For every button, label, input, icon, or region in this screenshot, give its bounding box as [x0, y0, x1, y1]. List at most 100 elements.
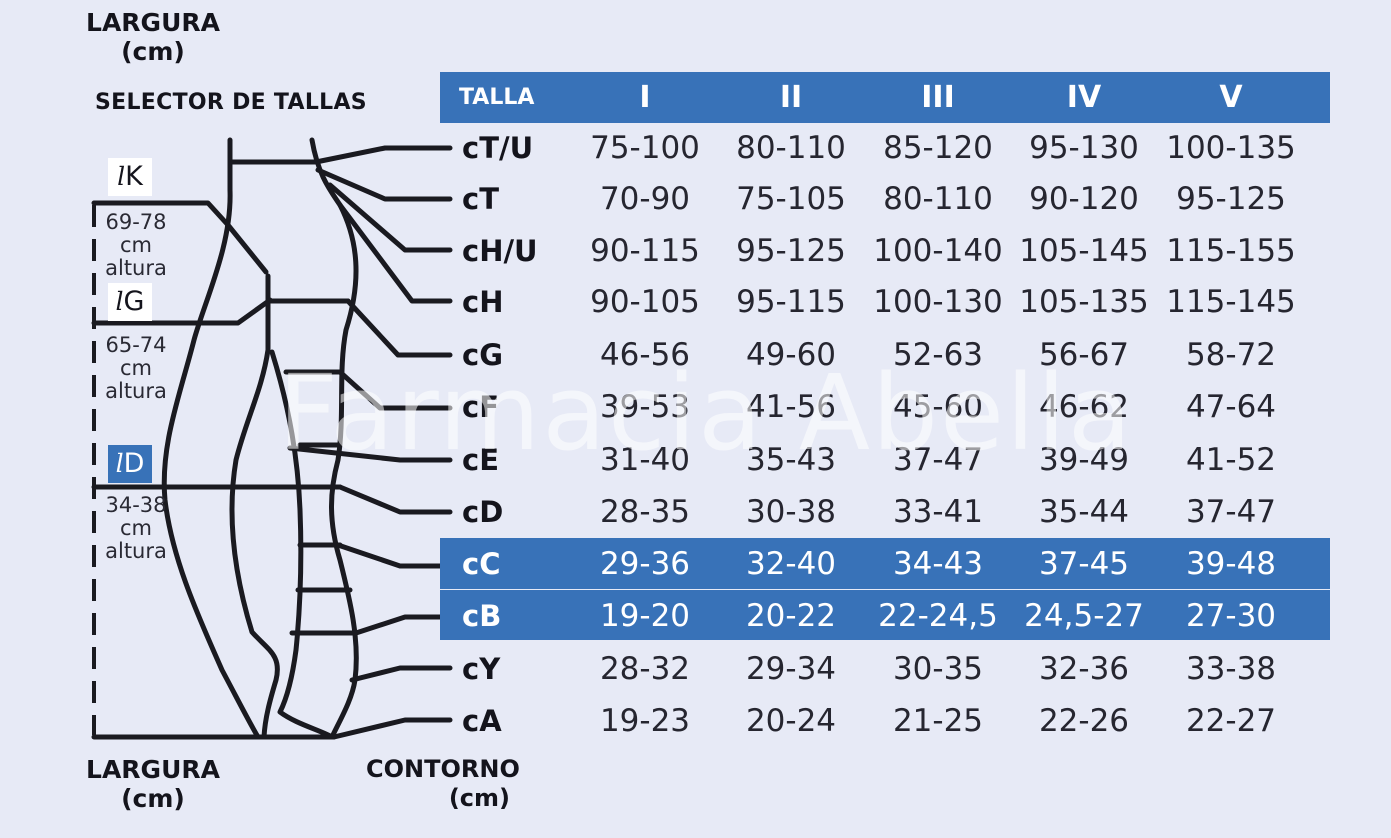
- table-cell: 105-145: [1019, 233, 1149, 269]
- table-cell: 32-36: [1038, 651, 1130, 687]
- table-cell: 90-120: [1029, 181, 1139, 217]
- leader-cy: [349, 665, 453, 683]
- length-range-g: 65-74 cm altura: [96, 334, 176, 403]
- leader-cc: [335, 542, 453, 569]
- table-cell: 20-22: [745, 598, 837, 634]
- header-cell-size-2: II: [779, 80, 803, 115]
- largura-top-word: LARGURA: [86, 8, 220, 37]
- table-cell: 19-20: [599, 598, 691, 634]
- table-cell: 90-115: [590, 233, 700, 269]
- table-cell: 27-30: [1185, 598, 1277, 634]
- table-cell: 70-90: [599, 181, 691, 217]
- table-cell: 30-35: [892, 651, 984, 687]
- table-cell: 46-56: [599, 337, 691, 373]
- table-cell: 39-48: [1185, 546, 1277, 582]
- row-label: cC: [462, 547, 501, 581]
- table-cell: 22-27: [1185, 703, 1277, 739]
- length-range-d: 34-38 cm altura: [96, 494, 176, 563]
- header-cell-talla: TALLA: [459, 85, 535, 110]
- right-leg-inner: [269, 349, 335, 740]
- table-cell: 100-140: [873, 233, 1003, 269]
- length-range-k-value: 69-78: [105, 210, 167, 234]
- table-cell: 33-38: [1185, 651, 1277, 687]
- largura-top-unit: (cm): [121, 37, 185, 66]
- largura-top-label: LARGURA (cm): [86, 8, 220, 66]
- length-range-d-word: altura: [105, 539, 167, 563]
- table-cell: 49-60: [745, 337, 837, 373]
- table-cell: 95-125: [1176, 181, 1286, 217]
- length-range-g-word: altura: [105, 379, 167, 403]
- row-label: cY: [462, 652, 501, 686]
- header-cell-size-1: I: [639, 80, 651, 115]
- table-cell: 100-135: [1166, 130, 1296, 166]
- table-cell: 35-44: [1038, 494, 1130, 530]
- left-leg-inner: [229, 273, 280, 740]
- table-cell: 24,5-27: [1024, 598, 1144, 634]
- length-range-g-value: 65-74: [105, 333, 167, 357]
- table-cell: 34-43: [892, 546, 984, 582]
- length-tag-g-prefix: l: [115, 287, 124, 316]
- table-cell: 95-115: [736, 284, 846, 320]
- highlight-row-cb: [440, 590, 1330, 640]
- largura-bottom-label: LARGURA (cm): [86, 755, 220, 813]
- tag-line-g: [91, 297, 273, 326]
- table-cell: 31-40: [599, 442, 691, 478]
- row-label: cT/U: [462, 131, 534, 165]
- table-cell: 45-60: [892, 389, 984, 425]
- selector-title: SELECTOR DE TALLAS: [95, 90, 367, 115]
- row-label: cG: [462, 338, 503, 372]
- tag-line-k: [91, 200, 269, 275]
- table-cell: 80-110: [883, 181, 993, 217]
- header-cell-size-5: V: [1219, 80, 1243, 115]
- length-tag-g-letter: G: [123, 286, 145, 317]
- length-tag-g: lG: [108, 283, 152, 321]
- leader-ch-u: [327, 182, 453, 253]
- table-cell: 80-110: [736, 130, 846, 166]
- table-cell: 58-72: [1185, 337, 1277, 373]
- table-cell: 32-40: [745, 546, 837, 582]
- leader-cd: [337, 484, 453, 515]
- row-label: cE: [462, 443, 500, 477]
- table-cell: 29-36: [599, 546, 691, 582]
- length-range-g-unit: cm: [119, 356, 152, 380]
- table-header-bar: [440, 72, 1330, 123]
- table-cell: 100-130: [873, 284, 1003, 320]
- length-tag-d-letter: D: [123, 448, 145, 479]
- leader-ct: [315, 167, 453, 202]
- leader-ct-u: [313, 145, 453, 165]
- table-cell: 41-52: [1185, 442, 1277, 478]
- contorno-word: CONTORNO: [366, 755, 520, 783]
- table-cell: 41-56: [745, 389, 837, 425]
- row-label: cF: [462, 390, 500, 424]
- table-cell: 85-120: [883, 130, 993, 166]
- table-cell: 46-62: [1038, 389, 1130, 425]
- table-cell: 115-145: [1166, 284, 1296, 320]
- table-cell: 33-41: [892, 494, 984, 530]
- table-cell: 22-26: [1038, 703, 1130, 739]
- table-cell: 39-53: [599, 389, 691, 425]
- table-cell: 39-49: [1038, 442, 1130, 478]
- length-tag-k: lK: [108, 158, 152, 196]
- leader-ce: [287, 445, 453, 463]
- row-label: cD: [462, 495, 504, 529]
- table-cell: 47-64: [1185, 389, 1277, 425]
- leader-cb: [353, 614, 453, 636]
- length-range-k-unit: cm: [119, 233, 152, 257]
- row-label: cH: [462, 285, 504, 319]
- table-cell: 90-105: [590, 284, 700, 320]
- table-cell: 28-32: [599, 651, 691, 687]
- watermark-text: Farmacia Abella: [278, 352, 1134, 474]
- length-tag-d-prefix: l: [115, 449, 124, 478]
- table-cell: 19-23: [599, 703, 691, 739]
- largura-bottom-word: LARGURA: [86, 755, 220, 784]
- table-cell: 105-135: [1019, 284, 1149, 320]
- table-cell: 75-100: [590, 130, 700, 166]
- table-cell: 37-45: [1038, 546, 1130, 582]
- table-cell: 52-63: [892, 337, 984, 373]
- leader-cf: [337, 369, 453, 411]
- table-cell: 30-38: [745, 494, 837, 530]
- length-tag-k-prefix: l: [117, 162, 126, 191]
- length-range-d-unit: cm: [119, 516, 152, 540]
- length-range-k: 69-78 cm altura: [96, 211, 176, 280]
